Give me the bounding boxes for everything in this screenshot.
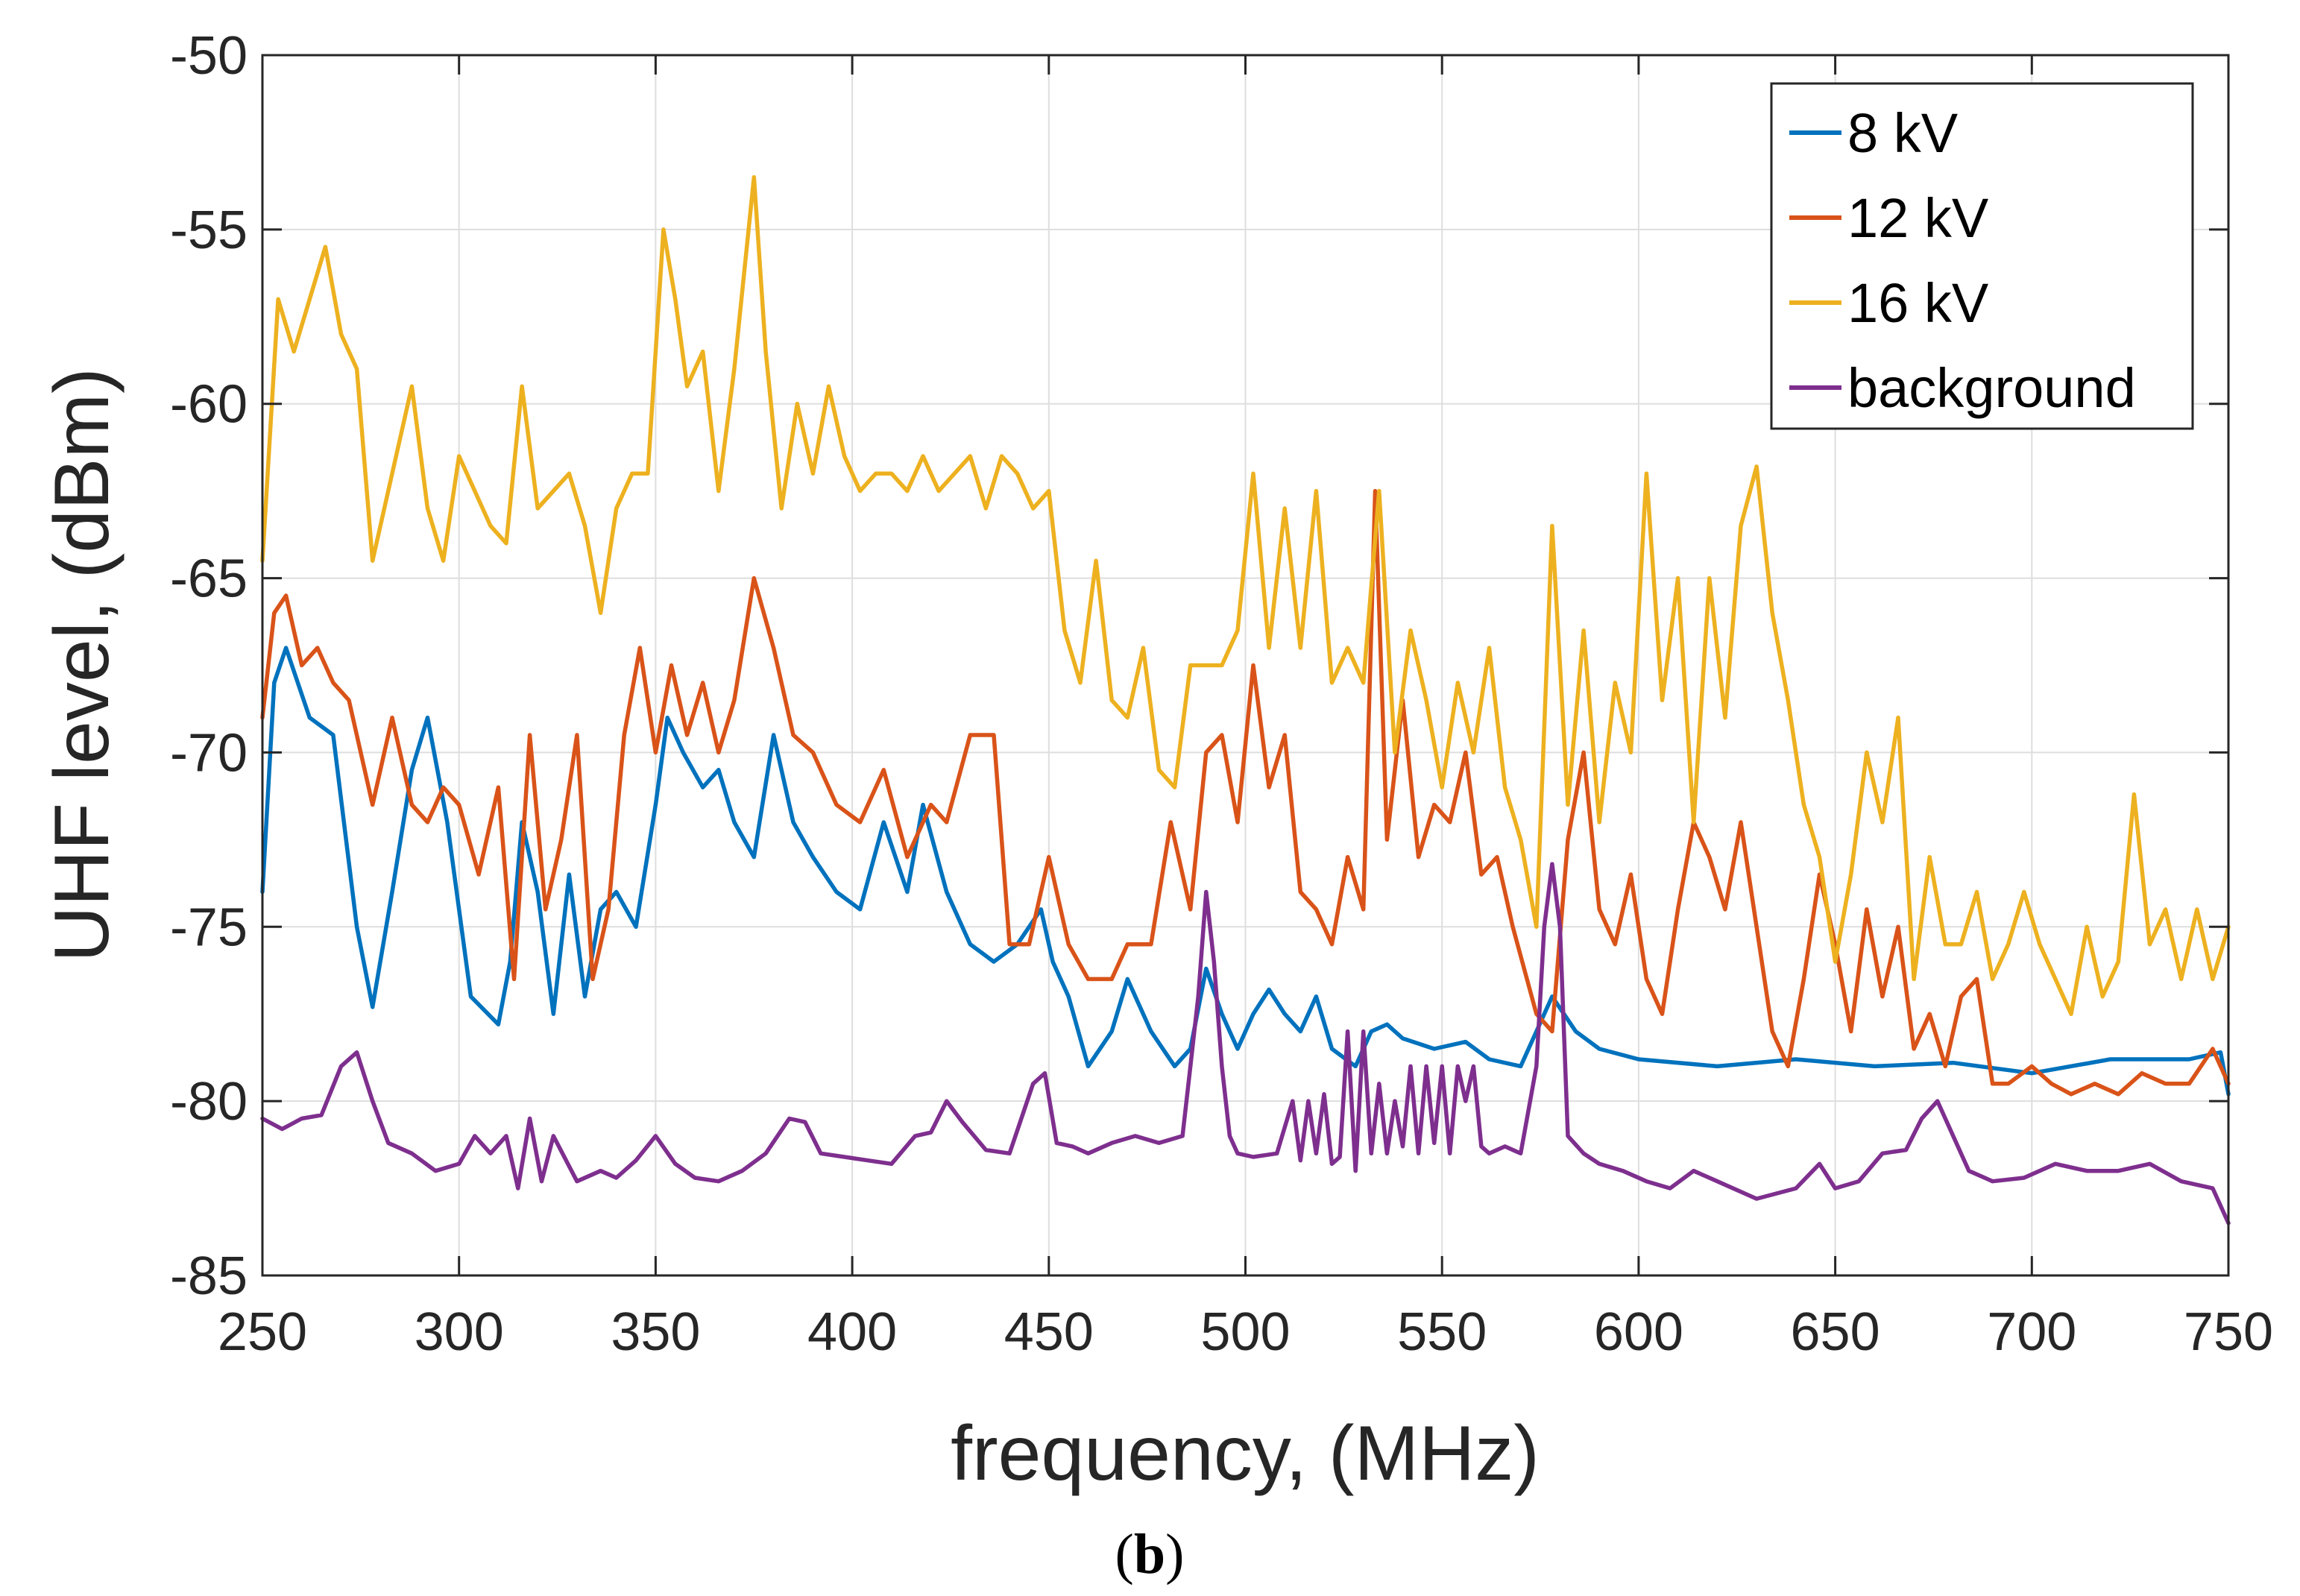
series-line-background xyxy=(260,862,2231,1226)
legend: 8 kV 12 kV 16 kV background xyxy=(1770,82,2194,430)
x-tick-label: 650 xyxy=(1791,1302,1880,1362)
figure-caption: (b) xyxy=(1115,1523,1185,1586)
x-tick-label: 750 xyxy=(2184,1302,2273,1362)
x-tick-label: 300 xyxy=(415,1302,504,1362)
y-tick-label: -55 xyxy=(170,201,248,260)
y-tick-label: -75 xyxy=(170,898,248,957)
legend-box xyxy=(1770,82,2194,430)
y-axis-title: UHF level, (dBm) xyxy=(39,368,125,962)
caption-letter: b xyxy=(1134,1523,1165,1586)
series-line-16-kv xyxy=(260,174,2231,1016)
x-tick-label: 400 xyxy=(807,1302,897,1362)
series-line-12-kv xyxy=(260,488,2231,1097)
caption-open: ( xyxy=(1115,1523,1134,1586)
y-tick-label: -85 xyxy=(170,1246,248,1306)
x-tick-label: 550 xyxy=(1397,1302,1487,1362)
x-tick-label: 600 xyxy=(1594,1302,1683,1362)
x-axis-title: frequency, (MHz) xyxy=(951,1410,1540,1497)
legend-label-background: background xyxy=(1847,357,2136,419)
legend-label-12-kv: 12 kV xyxy=(1847,187,1989,249)
series-group xyxy=(260,174,2231,1226)
x-tick-label: 250 xyxy=(218,1302,307,1362)
x-tick-label: 350 xyxy=(611,1302,700,1362)
ticks xyxy=(261,54,2230,1277)
y-tick-label: -65 xyxy=(170,549,248,609)
legend-label-16-kv: 16 kV xyxy=(1847,272,1989,334)
x-tick-label: 500 xyxy=(1200,1302,1290,1362)
legend-entries: 8 kV 12 kV 16 kV background xyxy=(1789,102,2136,419)
legend-label-8-kv: 8 kV xyxy=(1847,102,1959,164)
tick-labels: 250 300 350 400 450 500 550 600 650 700 750 -85 -80 -… xyxy=(170,26,2273,1362)
y-tick-label: -50 xyxy=(170,26,248,86)
x-tick-label: 700 xyxy=(1987,1302,2076,1362)
y-tick-label: -60 xyxy=(170,375,248,435)
y-tick-label: -80 xyxy=(170,1072,248,1132)
y-tick-label: -70 xyxy=(170,723,248,783)
caption-close: ) xyxy=(1165,1523,1184,1586)
x-tick-label: 450 xyxy=(1004,1302,1094,1362)
